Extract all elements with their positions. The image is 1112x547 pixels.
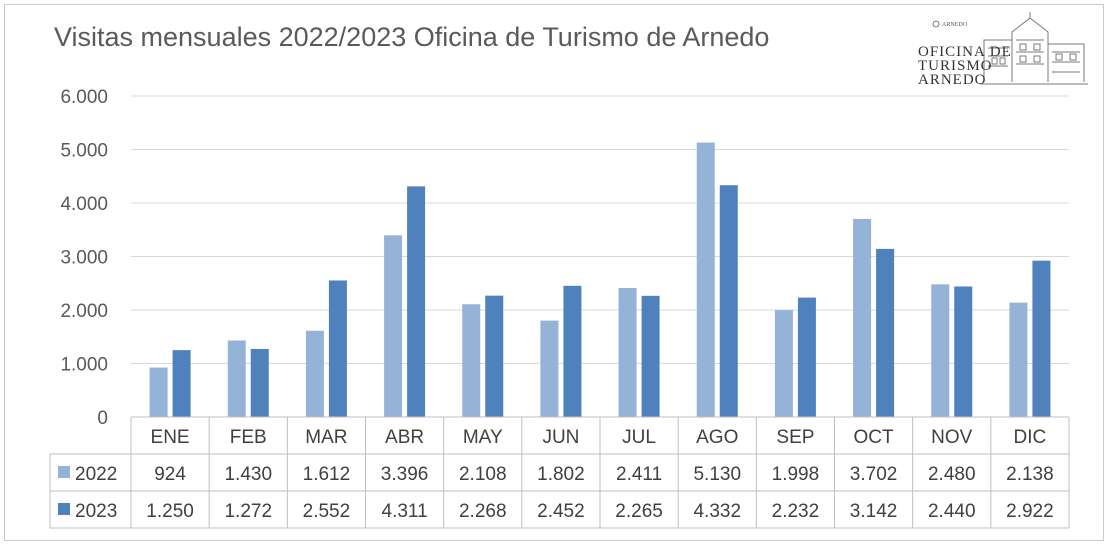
category-label: OCT: [854, 427, 895, 448]
data-label-2023: 1.272: [224, 501, 272, 522]
data-label-2023: 2.552: [303, 501, 351, 522]
tourism-office-logo: ARNEDO OFICINA DE TURISMO ARNEDO: [918, 12, 1088, 88]
bar-2022-ene: [149, 367, 168, 417]
bar-2023-sep: [797, 297, 816, 417]
bar-2022-sep: [774, 310, 793, 417]
data-label-2023: 2.265: [615, 501, 663, 522]
category-label: MAY: [463, 427, 503, 448]
data-label-2022: 3.396: [381, 464, 429, 485]
legend-swatch-2023: [58, 503, 70, 515]
data-label-2022: 1.430: [224, 464, 272, 485]
data-label-2023: 2.440: [928, 501, 976, 522]
bar-2022-nov: [931, 284, 950, 417]
logo-line-1: OFICINA DE: [918, 44, 1012, 60]
data-label-2022: 2.480: [928, 464, 976, 485]
legend-label-2022: 2022: [75, 464, 117, 485]
bar-2023-nov: [954, 286, 973, 417]
data-label-2022: 5.130: [693, 464, 741, 485]
bar-2022-jun: [540, 320, 559, 417]
data-label-2023: 4.311: [382, 501, 428, 522]
data-label-2022: 1.612: [303, 464, 351, 485]
bar-2023-feb: [250, 348, 269, 417]
y-tick-label: 1.000: [60, 355, 108, 376]
logo-small-text: ARNEDO: [942, 22, 968, 28]
data-label-2022: 2.138: [1006, 464, 1054, 485]
y-tick-label: 5.000: [60, 141, 108, 162]
y-tick-label: 2.000: [60, 301, 108, 322]
bar-2022-abr: [384, 235, 403, 417]
bar-2022-may: [462, 304, 481, 417]
y-tick-label: 0: [97, 408, 108, 429]
chart-title: Visitas mensuales 2022/2023 Oficina de T…: [54, 22, 770, 52]
data-label-2023: 2.922: [1006, 501, 1054, 522]
legend-swatch-2022: [58, 466, 70, 478]
bar-2023-jun: [563, 285, 582, 417]
bar-2023-may: [485, 295, 504, 417]
data-label-2022: 1.998: [772, 464, 820, 485]
bar-2023-ene: [172, 350, 191, 417]
category-label: DIC: [1014, 427, 1047, 448]
category-label: JUN: [542, 427, 579, 448]
logo-line-3: ARNEDO: [918, 72, 987, 88]
category-label: MAR: [305, 427, 347, 448]
bar-2023-ago: [719, 185, 738, 417]
bar-2023-oct: [876, 248, 895, 417]
bar-2023-abr: [407, 186, 426, 417]
data-label-2023: 2.452: [537, 501, 585, 522]
y-tick-label: 6.000: [60, 87, 108, 108]
data-label-2022: 924: [154, 464, 186, 485]
category-label: ABR: [385, 427, 424, 448]
data-label-2022: 2.108: [459, 464, 507, 485]
bar-2022-dic: [1009, 302, 1028, 417]
category-label: NOV: [931, 427, 973, 448]
data-label-2023: 2.232: [772, 501, 820, 522]
bar-2023-mar: [328, 280, 347, 417]
bar-2023-dic: [1032, 260, 1051, 417]
data-label-2022: 3.702: [850, 464, 898, 485]
data-label-2022: 1.802: [537, 464, 585, 485]
chart-frame: [4, 4, 1104, 541]
category-label: FEB: [230, 427, 267, 448]
data-label-2023: 2.268: [459, 501, 507, 522]
category-label: SEP: [776, 427, 814, 448]
data-label-2022: 2.411: [616, 464, 662, 485]
data-label-2023: 4.332: [693, 501, 741, 522]
category-label: AGO: [696, 427, 738, 448]
legend-label-2023: 2023: [75, 501, 117, 522]
bar-2022-jul: [618, 288, 637, 417]
bar-2022-oct: [853, 218, 872, 417]
bar-2022-mar: [305, 330, 324, 417]
y-tick-label: 3.000: [60, 248, 108, 269]
bar-2022-ago: [696, 142, 715, 418]
category-label: JUL: [622, 427, 656, 448]
bar-2022-feb: [227, 340, 246, 417]
y-tick-label: 4.000: [60, 194, 108, 215]
category-label: ENE: [151, 427, 190, 448]
data-label-2023: 1.250: [146, 501, 194, 522]
logo-line-2: TURISMO: [918, 58, 993, 74]
bar-2023-jul: [641, 295, 660, 417]
data-label-2023: 3.142: [850, 501, 898, 522]
